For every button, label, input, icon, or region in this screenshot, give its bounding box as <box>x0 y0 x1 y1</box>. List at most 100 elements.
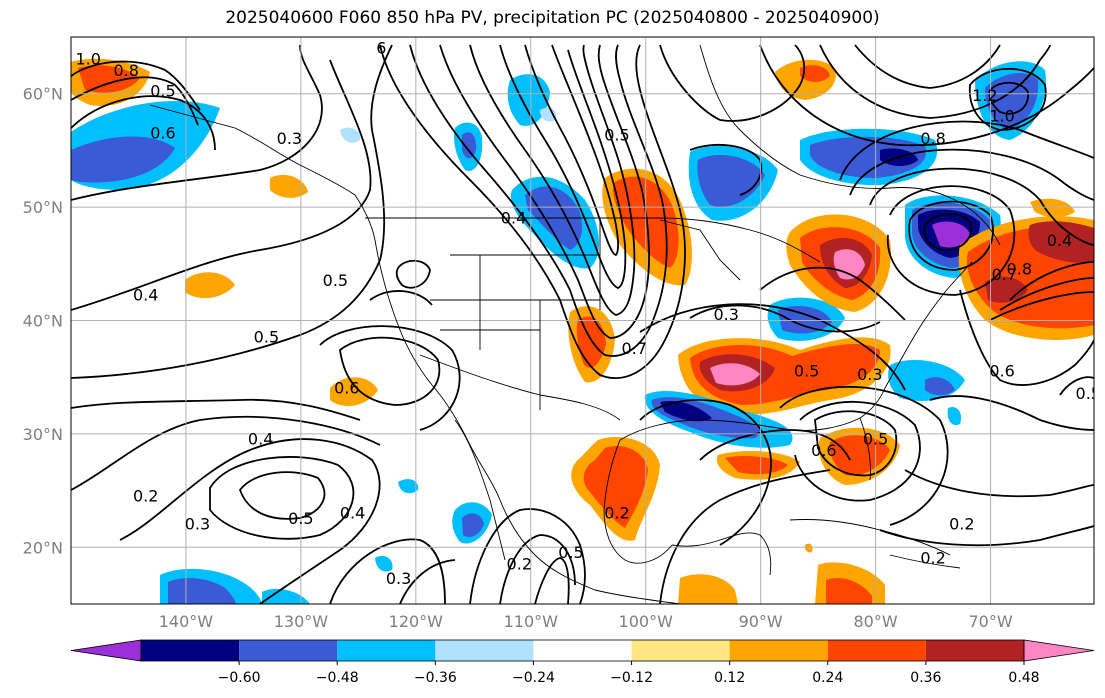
coastline <box>859 417 871 481</box>
contour-label: 0.7 <box>992 265 1017 284</box>
border <box>365 217 821 263</box>
contour-line <box>968 67 1047 131</box>
map-area: 1.0 0.8 0.5 0.6 0.3 6 0.5 0.4 0.5 0.4 0.5 0.6 0.4 0.5… <box>71 37 1101 604</box>
contour-line <box>71 76 199 126</box>
contour-line <box>1009 261 1094 301</box>
shade-region <box>270 174 308 198</box>
contour-line <box>369 290 433 306</box>
contour-label: 0.2 <box>133 486 158 505</box>
contour-line <box>659 44 806 122</box>
shade-region <box>710 363 760 386</box>
coastline <box>884 261 973 389</box>
shade-region <box>330 377 378 406</box>
shade-region <box>462 513 484 537</box>
contour-line <box>238 471 326 520</box>
contour-line <box>439 44 650 339</box>
contour-label: 0.8 <box>1007 259 1032 278</box>
shade-region <box>829 435 890 476</box>
contour-line <box>1059 376 1094 396</box>
colorbar-segment <box>141 640 240 661</box>
colorbar-segment <box>239 640 338 661</box>
colorbar-segment <box>533 640 632 661</box>
coastline <box>954 199 1001 246</box>
contour-line <box>399 559 456 604</box>
contour-line <box>119 438 381 604</box>
shade-region <box>778 306 832 334</box>
colorbar-tick-label: −0.36 <box>414 670 457 686</box>
pv-contours <box>71 44 1094 604</box>
contour-label: 0.6 <box>989 362 1014 381</box>
lon-tick-label: 130°W <box>274 612 329 631</box>
map-frame <box>70 36 1095 605</box>
contour-line <box>499 534 576 604</box>
contour-label: 6 <box>376 38 386 57</box>
contour-line <box>779 386 949 526</box>
contour-label: 0.3 <box>386 569 411 588</box>
contour-label: 0.5 <box>863 430 888 449</box>
colorbar-segment <box>827 640 926 661</box>
colorbar-segment <box>631 640 730 661</box>
coastline <box>619 387 886 441</box>
shade-region <box>697 155 765 207</box>
contour-label: 0.5 <box>1076 384 1101 403</box>
contour-line <box>639 303 906 391</box>
colorbar-segment <box>435 640 534 661</box>
shade-region <box>985 276 1028 303</box>
colorbar-extend-low <box>70 639 142 662</box>
shade-region <box>810 136 927 178</box>
shade-region <box>398 479 419 494</box>
contour-line <box>794 400 921 502</box>
colorbar-tick-label: −0.12 <box>610 670 653 686</box>
longitude-labels: 140°W 130°W 120°W 110°W 100°W 90°W 80°W 70°W <box>159 612 1013 631</box>
contour-line <box>339 336 441 406</box>
contour-line <box>839 120 1094 181</box>
contour-line <box>999 277 1094 311</box>
lon-tick-label: 140°W <box>159 612 214 631</box>
contour-label: 0.6 <box>150 123 175 142</box>
lon-tick-label: 110°W <box>504 612 559 631</box>
contour-line <box>869 167 1094 246</box>
contour-line <box>499 44 627 289</box>
contour-label: 0.6 <box>334 379 359 398</box>
contour-line <box>759 44 1094 147</box>
colorbar-tick-label: −0.60 <box>218 670 261 686</box>
lat-tick-label: 30°N <box>23 425 63 444</box>
contour-line <box>988 81 1029 115</box>
coastline <box>149 104 376 241</box>
chart-title: 2025040600 F060 850 hPa PV, precipitatio… <box>225 8 880 28</box>
shade-region <box>185 272 235 299</box>
contour-label: 0.6 <box>811 441 836 460</box>
contour-label: 0.5 <box>288 509 313 528</box>
shade-region <box>262 588 310 604</box>
shade-region <box>340 127 361 143</box>
contour-line <box>819 44 1051 119</box>
contour-line <box>395 259 431 289</box>
coastline <box>671 532 772 576</box>
contour-line <box>379 44 686 379</box>
coastlines <box>149 44 1001 604</box>
colorbar-tick-label: −0.48 <box>316 670 359 686</box>
lat-tick-label: 50°N <box>23 198 63 217</box>
shade-region <box>925 377 955 396</box>
shade-region <box>804 543 813 553</box>
contour-label: 0.4 <box>1047 231 1072 250</box>
contour-line <box>71 44 393 379</box>
coastline <box>374 239 681 604</box>
coastline <box>889 554 961 569</box>
colorbar-extend-high <box>1023 639 1095 662</box>
contour-label: 0.4 <box>501 208 526 227</box>
contour-line <box>989 291 1094 321</box>
colorbar-tick-label: 0.48 <box>1008 670 1039 686</box>
contour-label: 0.5 <box>323 271 348 290</box>
contour-label: 0.5 <box>604 126 629 145</box>
contour-label: 0.8 <box>920 129 945 148</box>
shade-region <box>932 221 970 248</box>
shade-region <box>947 406 962 426</box>
contour-line <box>409 44 668 357</box>
contour-label: 0.3 <box>277 129 302 148</box>
contour-label: 0.2 <box>604 503 629 522</box>
colorbar-segment <box>729 640 828 661</box>
contour-label: 0.2 <box>507 554 532 573</box>
contour-line <box>908 200 994 271</box>
